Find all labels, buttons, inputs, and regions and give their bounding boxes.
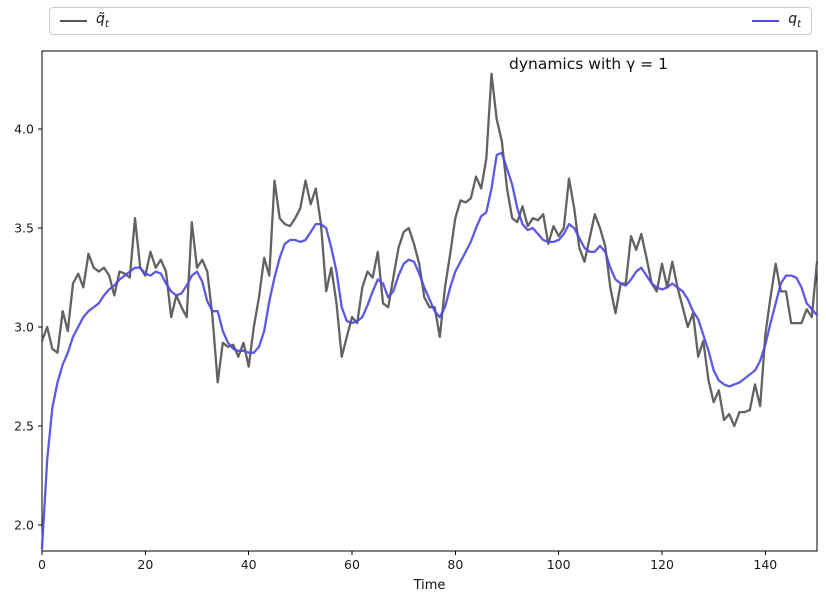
x-tick-label: 60 xyxy=(344,557,360,572)
q-legend-swatch xyxy=(752,19,780,22)
x-tick-label: 100 xyxy=(547,557,571,572)
x-tick-label: 80 xyxy=(447,557,463,572)
legend-entry-q: qt xyxy=(752,12,801,30)
x-axis-label: Time xyxy=(413,578,446,593)
legend-entry-qtilde: q̃t xyxy=(60,12,109,30)
legend: q̃t qt xyxy=(49,7,812,35)
q-legend-base: q xyxy=(788,11,798,28)
x-tick-label: 140 xyxy=(753,557,777,572)
qtilde-legend-base: q̃ xyxy=(96,11,105,28)
qtilde-legend-label: q̃t xyxy=(96,12,109,30)
x-tick-label: 40 xyxy=(241,557,257,572)
y-tick-label: 2.0 xyxy=(14,517,34,532)
x-tick-label: 0 xyxy=(38,557,46,572)
annotation-text: dynamics with γ = 1 xyxy=(509,55,668,73)
y-tick-label: 2.5 xyxy=(14,418,34,433)
y-tick-label: 4.0 xyxy=(14,122,34,137)
q-legend-label: qt xyxy=(788,12,801,30)
x-tick-label: 20 xyxy=(137,557,153,572)
q-legend-sub: t xyxy=(797,18,801,30)
y-tick-label: 3.0 xyxy=(14,320,34,335)
y-tick-label: 3.5 xyxy=(14,221,34,236)
qtilde-legend-swatch xyxy=(60,19,87,22)
series-qtilde-line xyxy=(40,72,819,428)
axes-frame xyxy=(41,50,818,552)
qtilde-legend-sub: t xyxy=(104,18,109,30)
x-tick-label: 120 xyxy=(650,557,674,572)
series-q-line xyxy=(40,151,819,550)
